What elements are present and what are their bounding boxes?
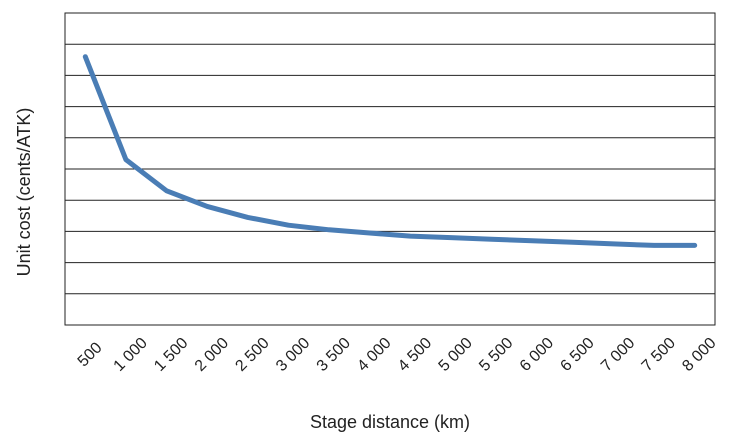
x-axis-title: Stage distance (km) — [310, 412, 470, 432]
plot-frame — [64, 12, 716, 326]
x-tick-label: 3 000 — [273, 335, 313, 375]
x-tick-label: 7 500 — [639, 335, 679, 375]
x-tick-label: 1 500 — [151, 335, 191, 375]
x-tick-label: 5 500 — [476, 335, 516, 375]
x-tick-label: 2 500 — [232, 335, 272, 375]
x-tick-label: 4 000 — [354, 335, 394, 375]
x-tick-label: 6 000 — [517, 335, 557, 375]
gridlines — [65, 12, 715, 295]
x-tick-label: 500 — [75, 339, 106, 370]
x-tick-label: 2 000 — [192, 335, 232, 375]
series-line — [82, 54, 698, 248]
x-tick-label: 4 500 — [395, 335, 435, 375]
x-tick-label: 8 000 — [679, 335, 719, 375]
x-tick-labels: 500 1 000 1 500 2 000 2 500 3 000 3 500 4 000 4 … — [75, 335, 720, 375]
x-tick-label: 1 000 — [111, 335, 151, 375]
x-tick-label: 6 500 — [557, 335, 597, 375]
x-tick-label: 3 500 — [314, 335, 354, 375]
y-axis-title: Unit cost (cents/ATK) — [14, 108, 34, 277]
x-tick-label: 5 000 — [436, 335, 476, 375]
x-tick-label: 7 000 — [598, 335, 638, 375]
